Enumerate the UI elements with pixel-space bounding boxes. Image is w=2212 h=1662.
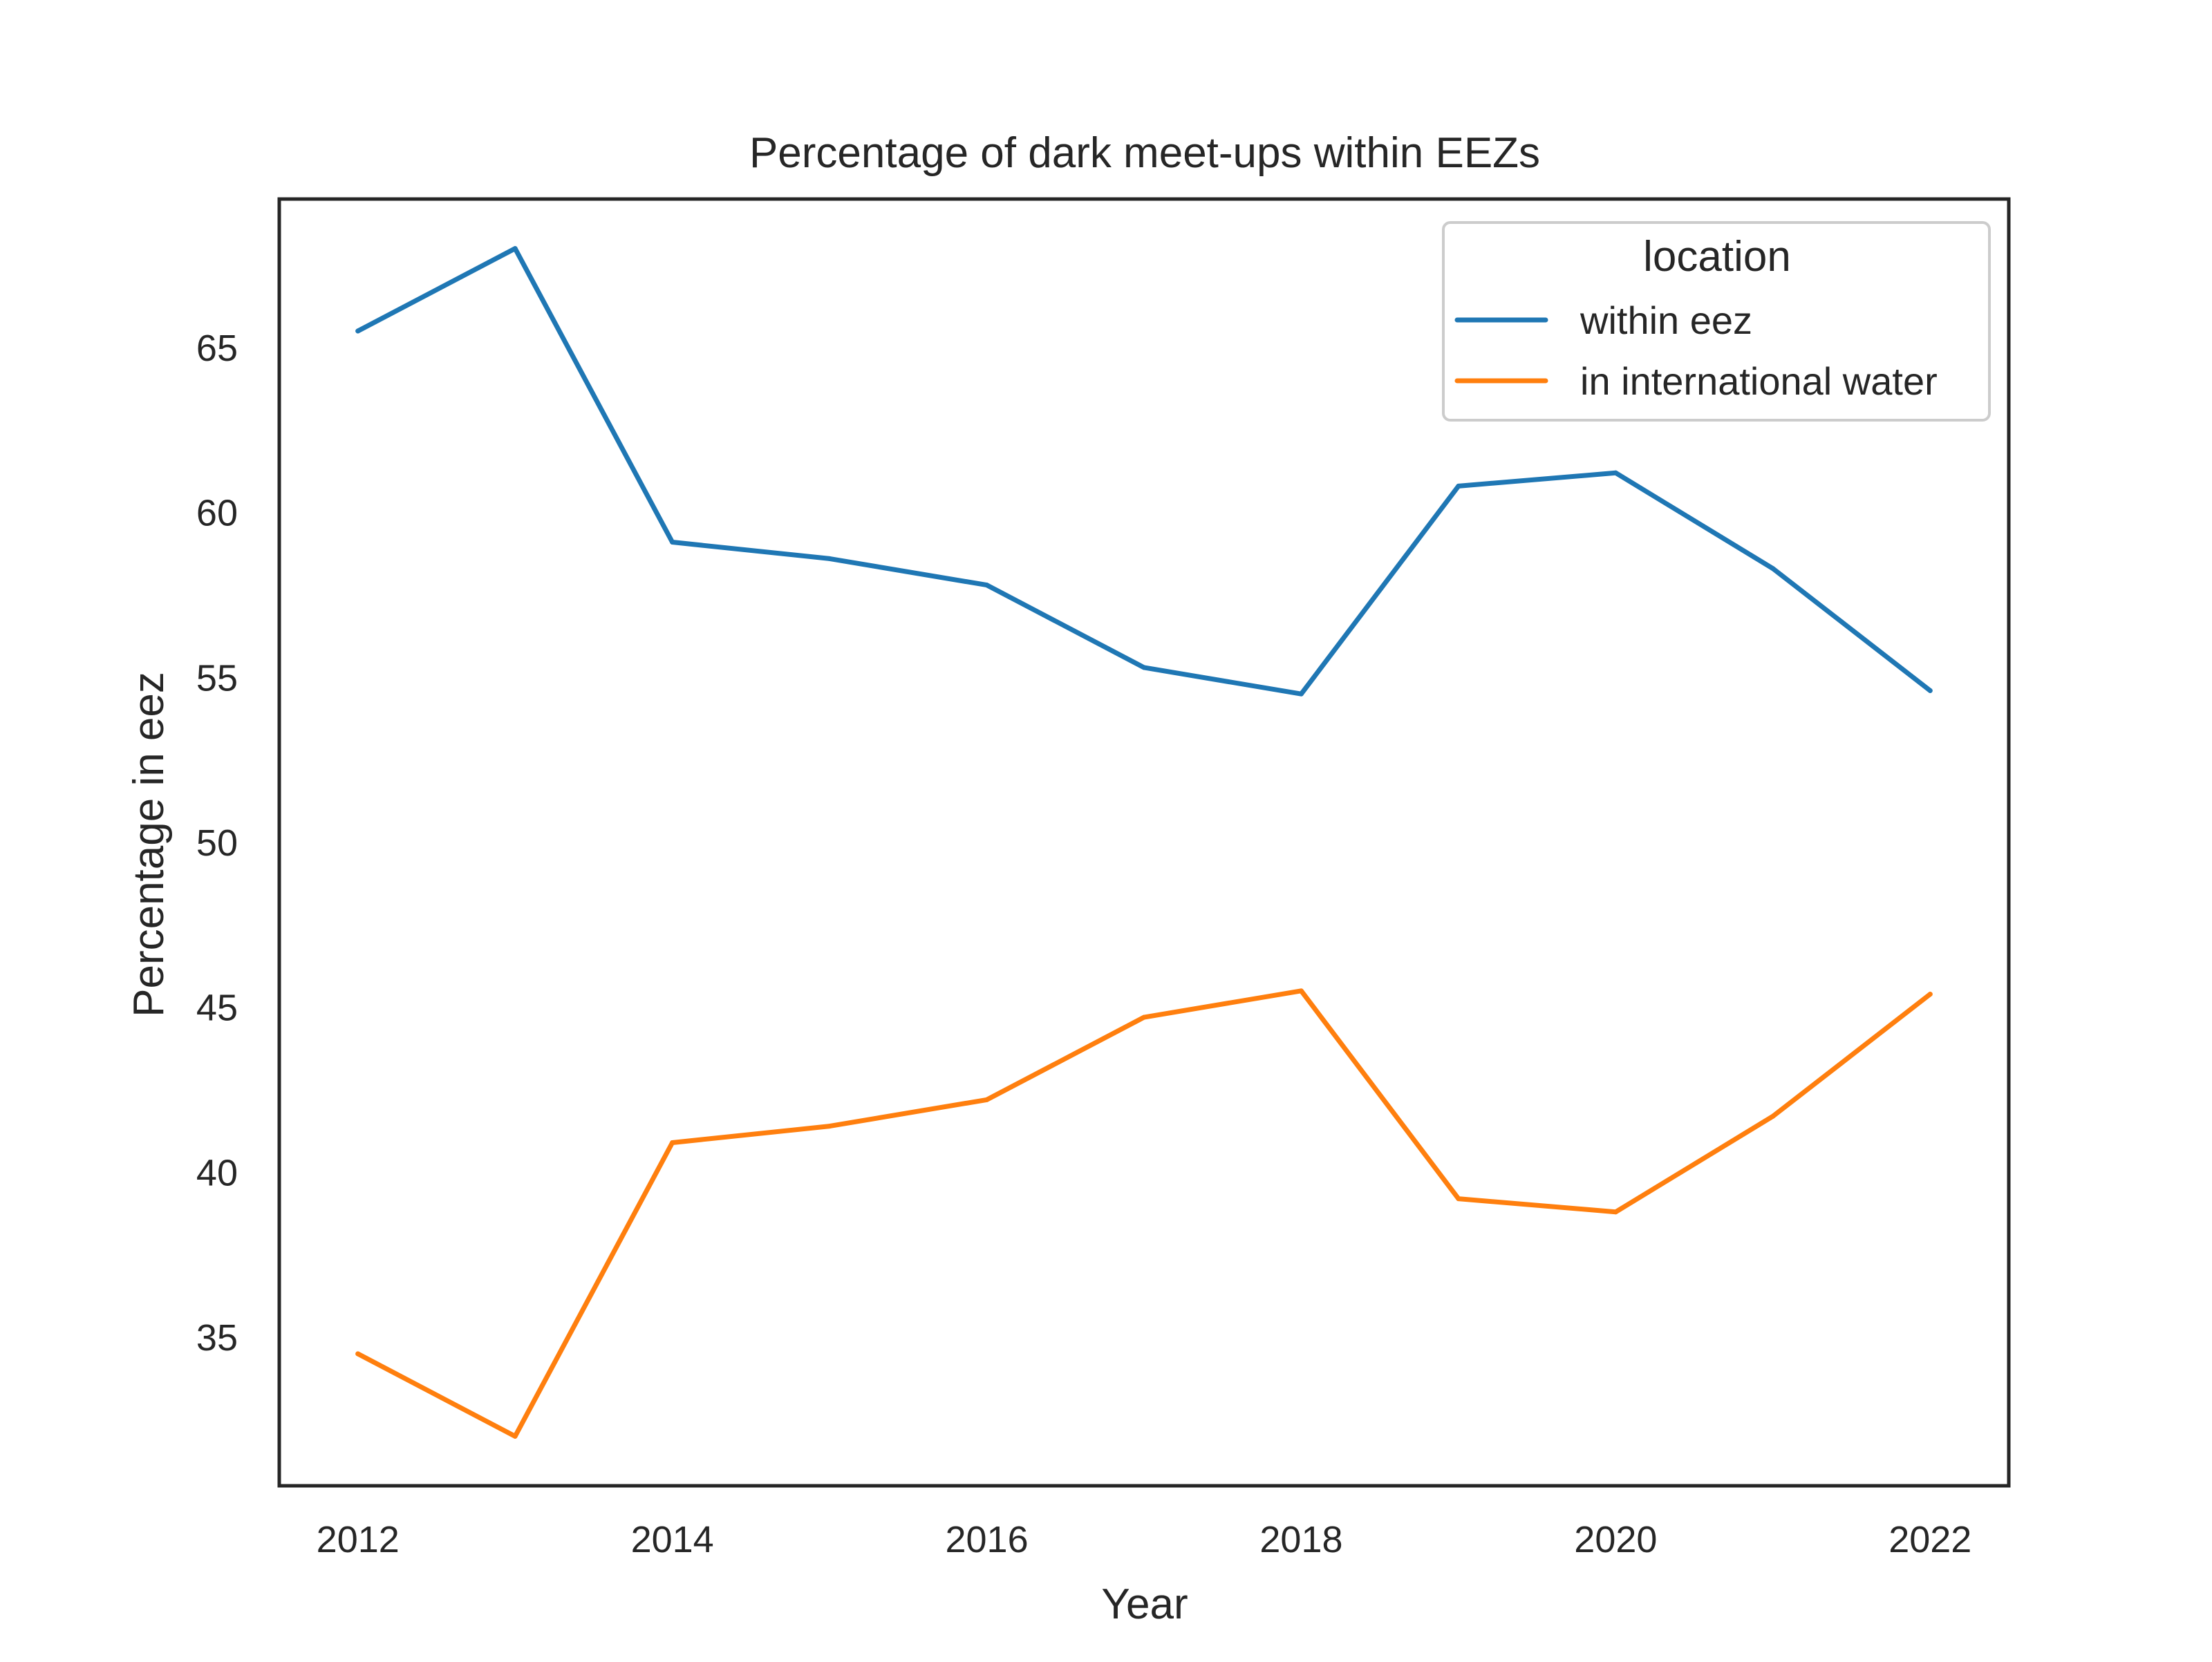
data-point-in-international-water-2016	[984, 1097, 990, 1102]
legend-title: location	[1643, 233, 1791, 281]
data-point-within-eez-2017	[1141, 665, 1147, 670]
y-tick-label-35: 35	[196, 1317, 238, 1359]
y-tick-label-55: 55	[196, 657, 238, 699]
data-point-in-international-water-2013	[512, 1433, 518, 1439]
series-layer	[355, 246, 1933, 1439]
data-point-within-eez-2015	[827, 556, 832, 561]
series-in-international-water	[355, 988, 1933, 1439]
legend-box	[1442, 221, 1991, 422]
x-tick-label-2020: 2020	[1574, 1519, 1657, 1560]
data-point-in-international-water-2017	[1141, 1014, 1147, 1020]
legend-label-within-eez: within eez	[1580, 299, 1752, 342]
series-within-eez	[355, 246, 1933, 697]
chart-title: Percentage of dark meet-ups within EEZs	[749, 129, 1540, 177]
x-tick-labels: 2012 2014 2016 2018 2020 2022	[317, 1519, 1972, 1560]
data-point-within-eez-2019	[1456, 483, 1461, 489]
data-point-in-international-water-2019	[1456, 1196, 1461, 1202]
y-tick-label-50: 50	[196, 822, 238, 864]
y-tick-label-45: 45	[196, 988, 238, 1029]
y-tick-label-65: 65	[196, 328, 238, 369]
data-point-within-eez-2014	[670, 540, 675, 545]
data-point-in-international-water-2014	[670, 1140, 675, 1145]
data-point-within-eez-2012	[355, 328, 361, 334]
data-point-in-international-water-2021	[1770, 1113, 1776, 1119]
y-tick-labels: 35 40 45 50 55 60 65	[196, 328, 238, 1359]
y-tick-label-60: 60	[196, 493, 238, 534]
data-point-within-eez-2020	[1613, 470, 1618, 475]
data-point-within-eez-2018	[1298, 691, 1304, 697]
data-point-within-eez-2022	[1927, 688, 1933, 693]
x-tick-label-2012: 2012	[317, 1519, 400, 1560]
plot-frame	[277, 197, 2011, 1488]
x-axis-title: Year	[1101, 1580, 1188, 1628]
data-point-in-international-water-2018	[1298, 988, 1304, 994]
x-tick-label-2014: 2014	[631, 1519, 714, 1560]
data-point-in-international-water-2012	[355, 1351, 361, 1357]
x-tick-label-2016: 2016	[945, 1519, 1028, 1560]
y-tick-label-40: 40	[196, 1152, 238, 1193]
y-axis-title: Percentage in eez	[125, 672, 173, 1017]
data-point-in-international-water-2015	[827, 1124, 832, 1129]
data-point-within-eez-2016	[984, 583, 990, 588]
data-point-within-eez-2013	[512, 246, 518, 252]
x-tick-label-2022: 2022	[1888, 1519, 1971, 1560]
data-point-in-international-water-2022	[1927, 992, 1933, 997]
legend: location within eez in international wat…	[1442, 221, 1991, 422]
x-tick-label-2018: 2018	[1259, 1519, 1342, 1560]
data-point-in-international-water-2020	[1613, 1209, 1618, 1215]
data-point-within-eez-2021	[1770, 566, 1776, 572]
legend-label-in-international-water: in international water	[1580, 359, 1938, 403]
